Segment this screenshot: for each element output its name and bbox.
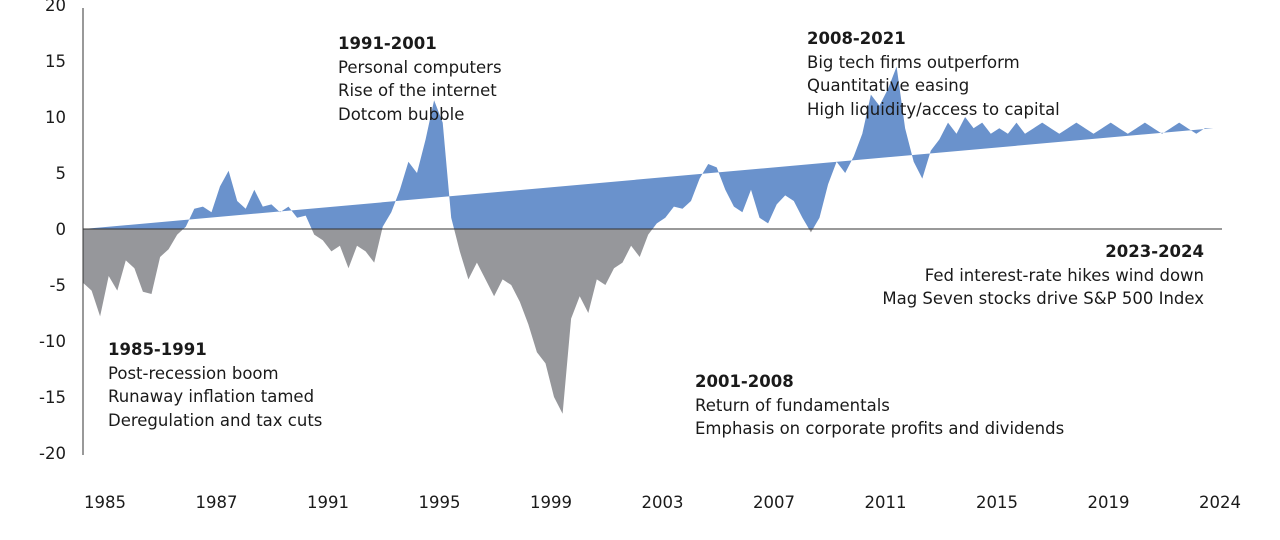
positive-area [83,66,1214,229]
x-tick-label: 1995 [419,493,461,512]
annotation-line: Personal computers [338,57,502,77]
x-tick-label: 2003 [642,493,684,512]
x-tick-label: 1991 [307,493,349,512]
y-tick-label: 5 [56,164,67,183]
y-tick-label: 15 [45,52,66,71]
y-tick-label: -10 [39,332,66,351]
annotation-2008-2021: 2008-2021 Big tech firms outperform Quan… [807,27,1060,121]
y-tick-label: 10 [45,108,66,127]
annotation-line: Big tech firms outperform [807,52,1020,72]
x-tick-labels: 1985 1987 1991 1995 1999 2003 2007 2011 2015 2019… [84,493,1241,512]
annotation-line: Deregulation and tax cuts [108,410,323,430]
x-tick-label: 1999 [530,493,572,512]
y-tick-labels: 20 15 10 5 0 -5 -10 -15 -20 [39,0,66,463]
annotation-title: 2001-2008 [695,372,794,391]
y-tick-label: 0 [56,220,67,239]
x-tick-label: 1987 [196,493,238,512]
annotation-2001-2008: 2001-2008 Return of fundamentals Emphasi… [695,370,1064,441]
annotation-title: 1991-2001 [338,34,437,53]
series-areas [83,66,1214,414]
annotation-1991-2001: 1991-2001 Personal computers Rise of the… [338,32,502,126]
annotation-title: 2023-2024 [1105,242,1204,261]
annotation-line: Fed interest-rate hikes wind down [924,265,1204,285]
annotation-line: Rise of the internet [338,81,497,100]
axes [82,8,1222,455]
annotation-1985-1991: 1985-1991 Post-recession boom Runaway in… [108,338,322,432]
annotation-2023-2024: 2023-2024 Fed interest-rate hikes wind d… [882,240,1204,311]
annotation-line: Return of fundamentals [695,395,890,415]
x-tick-label: 2024 [1199,493,1241,512]
x-tick-label: 1985 [84,493,126,512]
annotation-title: 1985-1991 [108,340,207,359]
x-tick-label: 2011 [865,493,907,512]
annotation-line: Quantitative easing [807,76,970,95]
annotation-line: High liquidity/access to capital [807,99,1060,119]
annotation-line: Dotcom bubble [338,104,465,124]
x-tick-label: 2015 [976,493,1018,512]
annotation-line: Post-recession boom [108,363,279,383]
y-tick-label: 20 [45,0,66,15]
annotation-line: Emphasis on corporate profits and divide… [695,419,1065,438]
annotation-line: Runaway inflation tamed [108,387,315,406]
y-tick-label: -5 [50,276,66,295]
annotation-title: 2008-2021 [807,29,906,48]
y-tick-label: -20 [39,444,66,463]
x-tick-label: 2019 [1088,493,1130,512]
annotation-line: Mag Seven stocks drive S&P 500 Index [882,289,1204,308]
x-tick-label: 2007 [753,493,795,512]
y-tick-label: -15 [39,388,66,407]
